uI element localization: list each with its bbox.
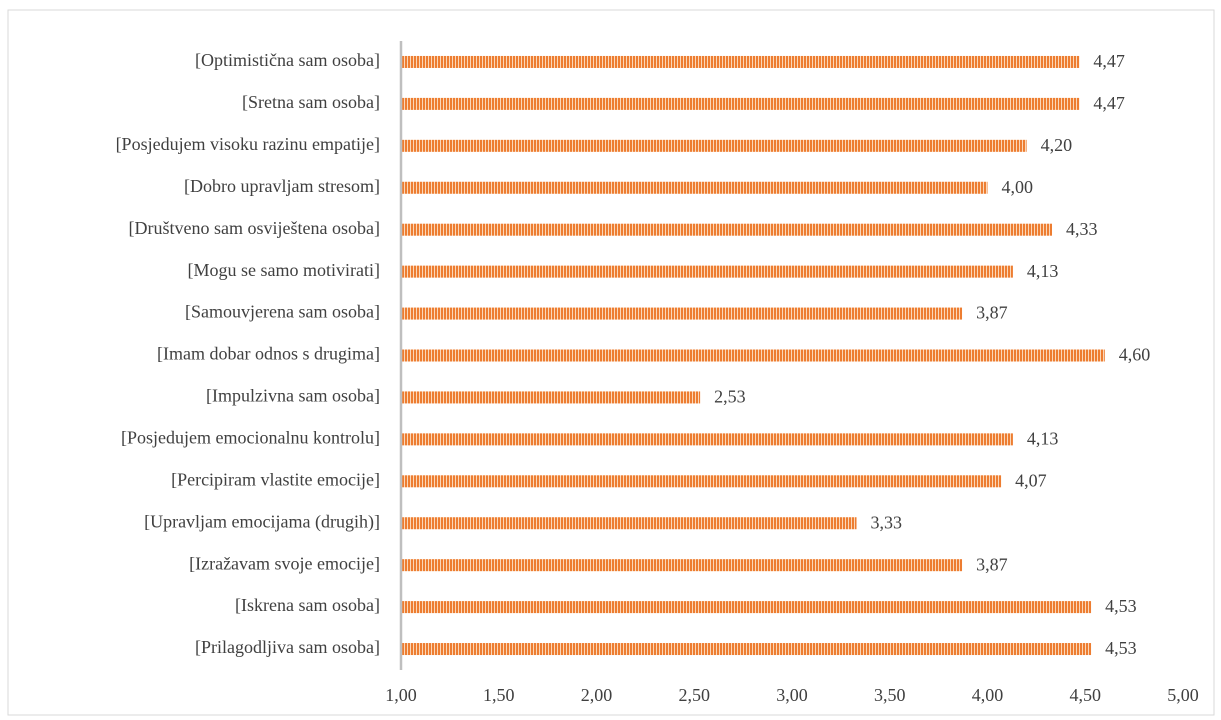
bar — [401, 433, 1013, 446]
category-label: [Imam dobar odnos s drugima] — [157, 344, 380, 364]
value-label: 4,20 — [1041, 135, 1073, 155]
category-label: [Upravljam emocijama (drugih)] — [144, 511, 380, 532]
x-tick-label: 1,00 — [385, 685, 417, 705]
x-tick-label: 1,50 — [483, 685, 515, 705]
bar — [401, 55, 1080, 68]
category-label: [Izražavam svoje emocije] — [189, 553, 380, 573]
value-label: 4,33 — [1066, 219, 1098, 239]
category-label: [Dobro upravljam stresom] — [184, 176, 380, 196]
value-label: 3,33 — [871, 512, 903, 532]
value-label: 4,53 — [1105, 638, 1137, 658]
bar — [401, 139, 1027, 152]
category-label: [Impulzivna sam osoba] — [206, 386, 380, 406]
x-tick-label: 5,00 — [1167, 685, 1199, 705]
x-tick-label: 3,00 — [776, 685, 808, 705]
chart-border — [7, 9, 1215, 716]
value-label: 4,47 — [1093, 51, 1125, 71]
value-label: 4,60 — [1119, 345, 1151, 365]
bar — [401, 391, 701, 404]
category-label: [Optimistična sam osoba] — [195, 50, 380, 70]
value-label: 4,07 — [1015, 470, 1047, 490]
x-tick-label: 2,50 — [679, 685, 711, 705]
x-tick-label: 3,50 — [874, 685, 906, 705]
value-label: 4,53 — [1105, 596, 1137, 616]
value-label: 2,53 — [714, 387, 746, 407]
bar — [401, 307, 963, 320]
category-label: [Sretna sam osoba] — [242, 92, 380, 112]
category-label: [Samouvjerena sam osoba] — [185, 302, 380, 322]
bar — [401, 601, 1092, 614]
bar — [401, 97, 1080, 110]
value-label: 4,13 — [1027, 261, 1059, 281]
bar — [401, 475, 1002, 488]
category-label: [Prilagodljiva sam osoba] — [195, 637, 380, 657]
bar — [401, 265, 1013, 278]
category-label: [Iskrena sam osoba] — [235, 595, 380, 615]
value-label: 4,00 — [1002, 177, 1034, 197]
bar — [401, 181, 988, 194]
category-label: [Mogu se samo motivirati] — [188, 260, 380, 280]
category-label: [Posjedujem visoku razinu empatije] — [116, 134, 380, 154]
bar — [401, 559, 963, 572]
bar — [401, 223, 1053, 236]
value-label: 3,87 — [976, 554, 1008, 574]
category-label: [Posjedujem emocionalnu kontrolu] — [121, 427, 380, 447]
category-label: [Percipiram vlastite emocije] — [171, 469, 380, 489]
x-tick-label: 2,00 — [581, 685, 613, 705]
value-label: 3,87 — [976, 303, 1008, 323]
x-tick-label: 4,00 — [972, 685, 1004, 705]
x-tick-label: 4,50 — [1070, 685, 1102, 705]
bar — [401, 349, 1105, 362]
bar — [401, 643, 1092, 656]
value-label: 4,13 — [1027, 428, 1059, 448]
category-label: [Društveno sam osviještena osoba] — [129, 218, 380, 238]
value-label: 4,47 — [1093, 93, 1125, 113]
bar — [401, 517, 857, 530]
